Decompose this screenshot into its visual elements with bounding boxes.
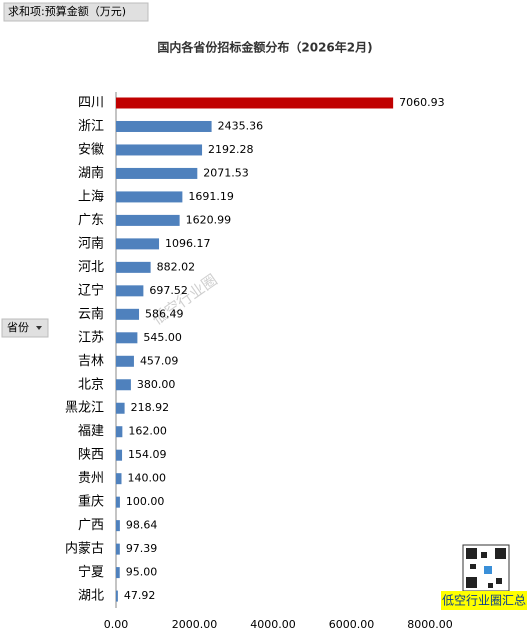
value-label: 162.00 [128, 425, 167, 438]
y-tick-label: 四川 [78, 96, 104, 111]
y-tick-label: 贵州 [78, 471, 104, 486]
qr-code [462, 544, 510, 592]
bar [116, 238, 160, 250]
y-tick-label: 湖南 [78, 165, 104, 181]
y-tick-label: 内蒙古 [65, 541, 104, 557]
value-label: 100.00 [126, 495, 165, 508]
x-tick-label: 0.00 [104, 618, 129, 631]
axis-button[interactable] [1, 318, 49, 338]
bar [116, 285, 144, 297]
value-label: 882.02 [157, 260, 196, 273]
y-tick-label: 河南 [78, 235, 104, 251]
bar [116, 402, 125, 414]
bar [116, 308, 140, 320]
y-tick-label: 广东 [78, 213, 104, 228]
y-tick-label: 安徽 [78, 142, 104, 157]
bar [116, 167, 198, 179]
value-label: 218.92 [131, 401, 170, 414]
x-tick-label: 6000.00 [329, 618, 375, 631]
y-tick-label: 北京 [78, 377, 104, 392]
value-label: 697.52 [149, 284, 188, 297]
y-tick-label: 吉林 [78, 354, 104, 369]
field-button-label: 求和项:预算金额（万元) [8, 4, 126, 18]
bar [116, 449, 123, 461]
value-label: 47.92 [124, 589, 156, 602]
value-label: 1096.17 [165, 237, 211, 250]
y-tick-label: 上海 [78, 189, 104, 204]
y-tick-label: 福建 [78, 424, 104, 439]
bar [116, 214, 180, 226]
value-label: 586.49 [145, 307, 184, 320]
y-tick-label: 陕西 [78, 448, 104, 463]
value-label: 154.09 [128, 448, 167, 461]
y-tick-label: 湖北 [78, 589, 104, 604]
y-tick-label: 黑龙江 [65, 401, 104, 416]
value-label: 2435.36 [218, 119, 264, 132]
dropdown-arrow [36, 326, 42, 330]
bar [116, 567, 120, 579]
axis-button-label: 省份 [7, 321, 29, 334]
bar [116, 355, 134, 367]
field-button[interactable] [3, 2, 149, 22]
bar [116, 191, 183, 203]
x-tick-label: 8000.00 [407, 618, 453, 631]
value-label: 7060.93 [399, 96, 445, 109]
x-tick-label: 4000.00 [250, 618, 296, 631]
x-tick-label: 2000.00 [172, 618, 218, 631]
bar [116, 426, 123, 438]
value-label: 95.00 [126, 566, 158, 579]
y-tick-label: 广西 [78, 518, 104, 533]
value-label: 2071.53 [203, 166, 249, 179]
y-tick-label: 重庆 [78, 494, 104, 510]
bar [116, 120, 212, 132]
bar [116, 144, 203, 156]
value-label: 545.00 [143, 331, 182, 344]
value-label: 97.39 [126, 542, 158, 555]
bar [116, 496, 120, 508]
y-tick-label: 浙江 [78, 119, 104, 134]
value-label: 1620.99 [186, 213, 232, 226]
bar [116, 261, 151, 273]
bar [116, 520, 120, 532]
value-label: 98.64 [126, 519, 157, 532]
bar [116, 332, 138, 344]
bar [116, 473, 122, 485]
bar [116, 590, 118, 602]
value-label: 2192.28 [208, 143, 254, 156]
y-tick-label: 河北 [78, 260, 104, 275]
value-label: 380.00 [137, 378, 176, 391]
value-label: 457.09 [140, 354, 179, 367]
value-label: 140.00 [127, 472, 165, 485]
bar [116, 543, 120, 555]
y-tick-label: 云南 [78, 306, 104, 322]
bar [116, 97, 394, 109]
y-tick-label: 辽宁 [78, 282, 104, 298]
y-tick-label: 江苏 [78, 329, 104, 345]
badge: 低空行业圈汇总 [442, 594, 526, 608]
chart-title: 国内各省份招标金额分布（2026年2月) [157, 40, 372, 55]
badge-bg [441, 591, 527, 610]
y-tick-label: 宁夏 [78, 564, 104, 580]
value-label: 1691.19 [188, 190, 234, 203]
bar [116, 379, 131, 391]
